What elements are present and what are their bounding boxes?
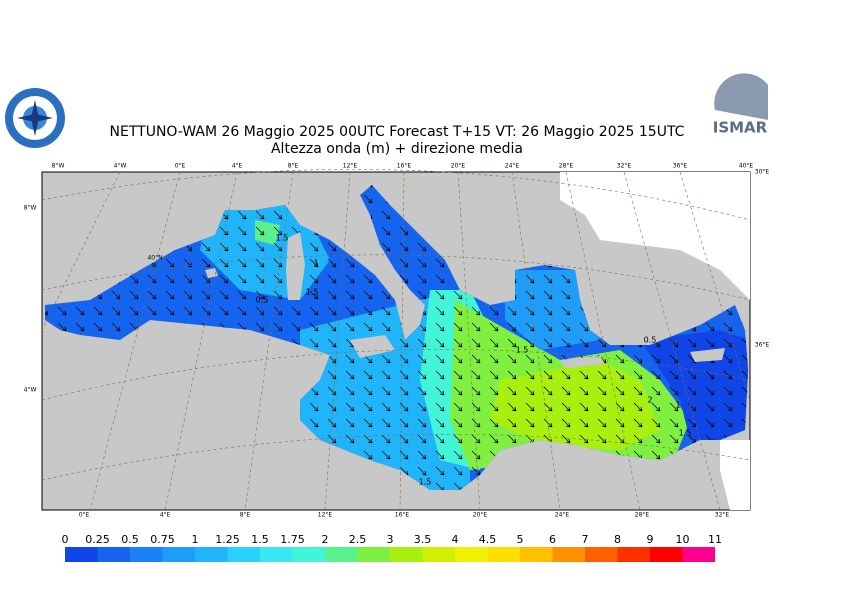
colorbar-box — [325, 547, 358, 562]
colorbar-label: 1 — [192, 533, 199, 546]
contour-label: 1 — [313, 259, 318, 268]
colorbar-box — [422, 547, 455, 562]
graticule-label: 28°E — [635, 512, 650, 519]
colorbar-box — [195, 547, 228, 562]
graticule-label: 24°E — [555, 512, 570, 519]
colorbar-box — [520, 547, 553, 562]
colorbar-label: 0.25 — [85, 533, 110, 546]
graticule-label: 36°E — [673, 163, 688, 170]
contour-label: 0.5 — [644, 336, 657, 345]
graticule-label: 0°E — [79, 512, 90, 519]
colorbar-label: 0 — [62, 533, 69, 546]
colorbar-box — [617, 547, 650, 562]
colorbar-box — [357, 547, 390, 562]
colorbar-label: 7 — [582, 533, 589, 546]
colorbar-label: 0.75 — [150, 533, 175, 546]
contour-label: 1 — [675, 401, 680, 410]
logo-left — [5, 88, 65, 148]
contour-label: 0.5 — [256, 296, 269, 305]
colorbar-label: 3 — [387, 533, 394, 546]
graticule-label: 8°E — [240, 512, 251, 519]
colorbar-label: 2 — [322, 533, 329, 546]
colorbar-box — [455, 547, 488, 562]
graticule-label: 16°E — [397, 163, 412, 170]
logo-text: ISMAR — [713, 119, 768, 137]
colorbar-box — [292, 547, 325, 562]
colorbar-box — [390, 547, 423, 562]
graticule-label: 32°E — [617, 163, 632, 170]
colorbar-box — [130, 547, 163, 562]
colorbar-label: 1.5 — [251, 533, 269, 546]
colorbar-label: 3.5 — [414, 533, 432, 546]
graticule-label: 24°E — [505, 163, 520, 170]
graticule-label: 8°W — [24, 205, 37, 212]
graticule-label: 4°E — [232, 163, 243, 170]
colorbar-label: 10 — [676, 533, 690, 546]
graticule-label: 32°E — [715, 512, 730, 519]
graticule-label: 20°E — [451, 163, 466, 170]
map — [41, 169, 751, 511]
contour-label: 1.5 — [679, 429, 692, 438]
colorbar-label: 2.5 — [349, 533, 367, 546]
graticule-label: 30°E — [755, 169, 770, 176]
graticule-label: 0°E — [175, 163, 186, 170]
colorbar-label: 1.75 — [280, 533, 305, 546]
colorbar-box — [260, 547, 293, 562]
logo-right: ISMAR — [710, 73, 770, 137]
colorbar-label: 5 — [517, 533, 524, 546]
title: NETTUNO-WAM 26 Maggio 2025 00UTC Forecas… — [110, 124, 685, 140]
graticule-label: 8°W — [52, 163, 65, 170]
colorbar-label: 8 — [614, 533, 621, 546]
colorbar-label: 0.5 — [121, 533, 139, 546]
contour-label: 1.5 — [306, 288, 319, 297]
graticule-label: 20°E — [473, 512, 488, 519]
colorbar-label: 4 — [452, 533, 459, 546]
subtitle: Altezza onda (m) + direzione media — [271, 141, 523, 157]
graticule-label: 4°W — [24, 387, 37, 394]
graticule-label: 4°W — [114, 163, 127, 170]
colorbar-box — [650, 547, 683, 562]
contour-label: 1.5 — [419, 478, 432, 487]
contour-label: 2 — [647, 396, 652, 405]
graticule-label: 40°E — [739, 163, 754, 170]
colorbar-label: 1.25 — [215, 533, 240, 546]
graticule-label: 36°E — [755, 342, 770, 349]
colorbar-box — [682, 547, 715, 562]
colorbar-box — [487, 547, 520, 562]
colorbar-label: 11 — [708, 533, 722, 546]
colorbar-box — [162, 547, 195, 562]
graticule-label: 40°N — [147, 255, 162, 262]
graticule-label: 12°E — [343, 163, 358, 170]
colorbar-label: 6 — [549, 533, 556, 546]
colorbar-box — [552, 547, 585, 562]
graticule-label: 12°E — [318, 512, 333, 519]
graticule-label: 8°E — [288, 163, 299, 170]
colorbar-label: 9 — [647, 533, 654, 546]
colorbar-label: 4.5 — [479, 533, 497, 546]
contour-label: 1.5 — [516, 346, 529, 355]
colorbar-box — [97, 547, 130, 562]
graticule-label: 4°E — [160, 512, 171, 519]
colorbar-box — [585, 547, 618, 562]
graticule-label: 16°E — [395, 512, 410, 519]
graticule-label: 28°E — [559, 163, 574, 170]
colorbar-box — [65, 547, 98, 562]
colorbar-box — [227, 547, 260, 562]
contour-label: 1.5 — [276, 234, 289, 243]
